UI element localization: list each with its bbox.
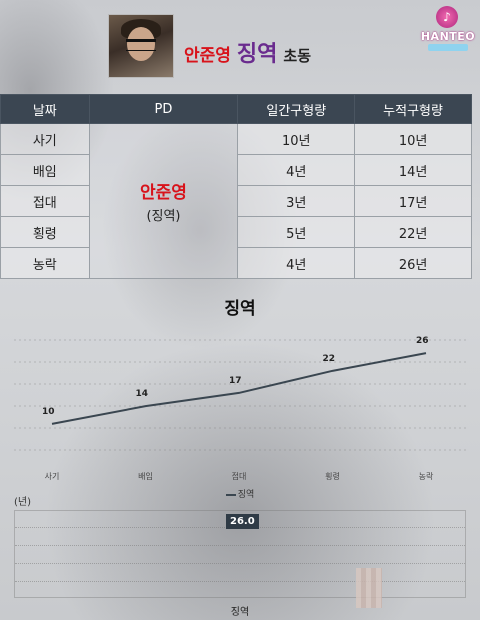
avatar xyxy=(108,14,174,78)
data-label: 22 xyxy=(323,354,336,364)
x-tick-label: 배임 xyxy=(138,472,153,481)
title-suffix: 초동 xyxy=(283,47,312,65)
cell-cumulative: 22년 xyxy=(354,216,472,248)
pd-name: 안준영 xyxy=(140,183,187,203)
page-title: 안준영 징역 초동 xyxy=(184,36,311,68)
x-tick-label: 횡령 xyxy=(325,471,340,481)
data-label: 14 xyxy=(136,389,149,399)
table-row: 사기 안준영 (징역) 10년 10년 xyxy=(0,123,472,279)
cell-daily: 4년 xyxy=(237,154,356,186)
cell-cumulative: 14년 xyxy=(354,154,472,186)
col-date: 날짜 xyxy=(0,94,90,124)
data-label: 10 xyxy=(42,407,55,417)
header: 안준영 징역 초동 ♪ HANTEO xyxy=(0,0,480,92)
cell-pd: 안준영 (징역) xyxy=(88,123,239,279)
avatar-face xyxy=(127,27,155,61)
data-label: 26 xyxy=(416,336,429,346)
legend-label: 징역 xyxy=(237,490,255,500)
blurred-region xyxy=(356,568,382,608)
value-tooltip: 26.0 xyxy=(226,514,259,529)
x-tick-label: 접대 xyxy=(232,471,247,481)
cell-cumulative: 26년 xyxy=(354,247,472,279)
avatar-glasses xyxy=(126,39,156,51)
cell-daily: 10년 xyxy=(237,123,356,155)
title-name: 안준영 xyxy=(184,46,231,66)
table-row: 배임 4년 14년 xyxy=(0,154,472,186)
gridline xyxy=(15,545,465,546)
col-pd: PD xyxy=(88,94,239,124)
y-axis-unit: (년) xyxy=(14,497,32,508)
legend-swatch xyxy=(225,493,236,496)
chart-title: 징역 xyxy=(224,299,256,319)
cell-date: 사기 xyxy=(0,123,90,155)
cell-daily: 5년 xyxy=(237,216,356,248)
series-line xyxy=(51,352,427,425)
table-row: 접대 3년 17년 xyxy=(0,185,472,217)
cell-date: 배임 xyxy=(0,154,90,186)
logo-text: HANTEO xyxy=(420,30,476,43)
cell-date: 횡령 xyxy=(0,216,90,248)
secondary-x-label: 징역 xyxy=(230,607,250,618)
x-tick-label: 사기 xyxy=(45,472,60,481)
data-label: 17 xyxy=(229,376,242,386)
logo-mark: ♪ xyxy=(436,6,458,28)
hanteo-logo-icon: ♪ HANTEO xyxy=(420,4,476,54)
cell-daily: 4년 xyxy=(237,247,356,279)
cell-cumulative: 10년 xyxy=(354,123,472,155)
cell-date: 농락 xyxy=(0,247,90,279)
gridline xyxy=(15,581,465,582)
chart-legend: 징역 xyxy=(0,487,480,500)
table-row: 농락 4년 26년 xyxy=(0,247,472,279)
cell-date: 접대 xyxy=(0,185,90,217)
title-crime: 징역 xyxy=(236,42,278,67)
logo-sub-bar xyxy=(428,44,468,51)
sentence-table: 날짜 PD 일간구형량 누적구형량 사기 안준영 (징역) 10년 10년 배임… xyxy=(0,94,472,279)
table-header-row: 날짜 PD 일간구형량 누적구형량 xyxy=(0,94,472,124)
gridline xyxy=(15,563,465,564)
col-daily: 일간구형량 xyxy=(237,94,356,124)
line-chart: 10 14 17 22 26 사기 배임 접대 횡령 농락 xyxy=(14,336,466,481)
pd-crime: (징역) xyxy=(146,209,181,224)
col-cumulative: 누적구형량 xyxy=(354,94,472,124)
x-tick-label: 농락 xyxy=(419,471,434,481)
cell-daily: 3년 xyxy=(237,185,356,217)
cell-cumulative: 17년 xyxy=(354,185,472,217)
